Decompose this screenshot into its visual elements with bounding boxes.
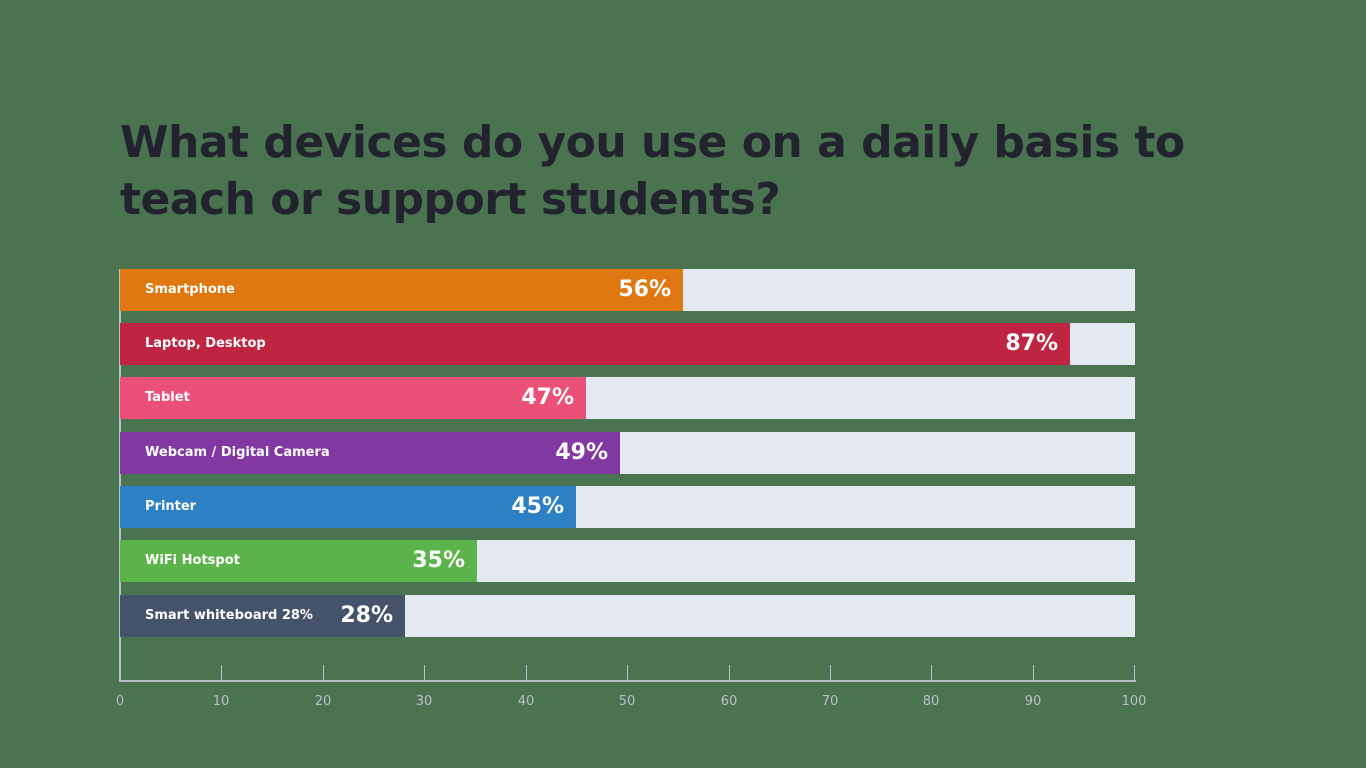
bar-label: Laptop, Desktop (145, 336, 266, 351)
bar-label: Smartphone (145, 282, 235, 297)
x-axis-tick (931, 665, 932, 681)
bar-row-smart-whiteboard: Smart whiteboard 28% 28% (120, 595, 1135, 637)
bar-value: 47% (521, 385, 574, 410)
bar-value: 56% (618, 277, 671, 302)
x-tick-label: 50 (618, 694, 636, 709)
bar-label: Tablet (145, 390, 190, 405)
x-axis-tick (729, 665, 730, 681)
x-tick-label: 40 (517, 694, 535, 709)
chart-title: What devices do you use on a daily basis… (120, 117, 1185, 225)
x-tick-label: 30 (415, 694, 433, 709)
bar-fill: Webcam / Digital Camera 49% (120, 432, 620, 474)
bar-fill: WiFi Hotspot 35% (120, 540, 477, 582)
bar-value: 35% (412, 548, 465, 573)
bar-value: 28% (340, 603, 393, 628)
x-tick-label: 70 (821, 694, 839, 709)
x-tick-label: 80 (922, 694, 940, 709)
x-axis-tick (424, 665, 425, 681)
x-tick-label: 100 (1121, 694, 1147, 709)
bar-fill: Printer 45% (120, 486, 576, 528)
x-tick-label: 60 (720, 694, 738, 709)
bar-row-smartphone: Smartphone 56% (120, 269, 1135, 311)
bar-row-webcam: Webcam / Digital Camera 49% (120, 432, 1135, 474)
x-tick-label: 0 (115, 694, 125, 709)
x-axis-tick (627, 665, 628, 681)
x-axis-tick (1134, 665, 1135, 681)
x-axis-line (119, 680, 1136, 682)
x-axis-tick (221, 665, 222, 681)
y-axis-line (119, 269, 121, 682)
bar-label: Printer (145, 499, 197, 514)
bar-row-tablet: Tablet 47% (120, 377, 1135, 419)
bar-fill: Smart whiteboard 28% 28% (120, 595, 405, 637)
x-axis-tick (830, 665, 831, 681)
bar-value: 87% (1005, 331, 1058, 356)
bar-value: 49% (555, 440, 608, 465)
bar-fill: Smartphone 56% (120, 269, 683, 311)
bar-value: 45% (511, 494, 564, 519)
bar-row-printer: Printer 45% (120, 486, 1135, 528)
bar-label: Webcam / Digital Camera (145, 445, 330, 460)
bar-row-wifi-hotspot: WiFi Hotspot 35% (120, 540, 1135, 582)
x-axis-tick (323, 665, 324, 681)
bar-fill: Tablet 47% (120, 377, 586, 419)
bar-label: WiFi Hotspot (145, 553, 240, 568)
bar-row-laptop-desktop: Laptop, Desktop 87% (120, 323, 1135, 365)
x-tick-label: 90 (1024, 694, 1042, 709)
x-axis-tick (1033, 665, 1034, 681)
bar-label: Smart whiteboard 28% (145, 608, 313, 623)
x-tick-label: 10 (212, 694, 230, 709)
x-tick-label: 20 (314, 694, 332, 709)
bar-fill: Laptop, Desktop 87% (120, 323, 1070, 365)
x-axis-tick (526, 665, 527, 681)
